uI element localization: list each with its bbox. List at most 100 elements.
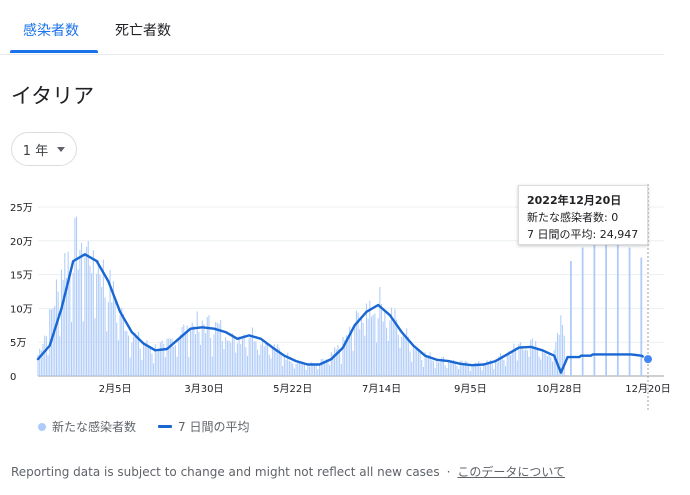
daily-cases-bar [334,347,336,376]
daily-cases-bar [392,322,394,376]
chart-tooltip: 2022年12月20日 新たな感染者数: 0 7 日間の平均: 24,947 [518,185,648,245]
time-range-dropdown[interactable]: 1 年 [11,132,77,166]
footer-note: Reporting data is subject to change and … [11,465,440,479]
daily-cases-bar [451,363,453,376]
daily-cases-bar [265,341,267,376]
daily-cases-bar [77,269,79,376]
daily-cases-bar [72,272,74,376]
daily-cases-bar [443,356,445,376]
daily-cases-bar [251,327,254,376]
daily-cases-bar [70,321,73,376]
daily-cases-bar [243,334,245,376]
x-tick-label: 3月30日 [184,383,223,395]
daily-cases-bar [349,326,351,376]
daily-cases-bar [119,315,121,376]
daily-cases-bar [106,331,108,376]
legend-line-icon [158,425,173,428]
daily-cases-bar [189,328,192,376]
daily-cases-bar [42,343,44,376]
daily-cases-bar [473,366,475,376]
y-tick-label: 5万 [10,338,26,349]
daily-cases-bar [545,353,547,376]
daily-cases-bar [176,356,178,376]
daily-cases-bar [89,265,91,376]
daily-cases-bar [474,362,476,376]
daily-cases-bar [478,361,480,376]
daily-cases-bar [173,346,175,376]
daily-cases-bar [352,350,354,376]
legend-item-bars: 新たな感染者数 [38,418,136,435]
daily-cases-bar [340,363,342,376]
daily-cases-bar [225,337,227,376]
daily-cases-bar [503,359,505,376]
daily-cases-bar [511,350,513,376]
daily-cases-bar [345,335,347,376]
daily-cases-bar [560,315,562,376]
daily-cases-bar [526,350,528,376]
daily-cases-bar [387,340,389,376]
daily-cases-bar [491,362,493,376]
daily-cases-bar [419,352,421,376]
tooltip-new-cases: 新たな感染者数: 0 [527,211,619,224]
daily-cases-bar [195,334,197,376]
daily-cases-bar [215,321,217,376]
daily-cases-bar [144,345,146,376]
daily-cases-bar [153,363,155,376]
daily-cases-bar [67,251,69,376]
daily-cases-bar [563,335,565,376]
daily-cases-bar [513,343,515,376]
daily-cases-bar [101,287,103,376]
daily-cases-bar [379,287,381,376]
daily-cases-bar [257,349,259,376]
daily-cases-bar [414,349,416,376]
daily-cases-bar [438,362,440,376]
daily-cases-bar [444,365,446,376]
daily-cases-bar [329,365,331,376]
about-data-link[interactable]: このデータについて [457,465,566,479]
weekly-cases-bar [640,257,643,376]
daily-cases-bar [322,358,324,376]
daily-cases-bar [489,359,491,376]
daily-cases-bar [399,347,401,376]
chart-hover [643,184,653,410]
daily-cases-bar [426,355,428,376]
daily-cases-bar [411,361,413,376]
daily-cases-bar [325,359,327,376]
daily-cases-bar [541,351,543,376]
hover-point [643,354,653,365]
daily-cases-bar [320,359,322,376]
daily-cases-bar [112,281,114,376]
daily-cases-bar [280,354,282,376]
daily-cases-bar [47,355,49,376]
footer-separator: · [446,465,451,479]
tab-deaths[interactable]: 死亡者数 [115,23,171,39]
daily-cases-bar [523,350,525,376]
time-range-label: 1 年 [22,143,49,159]
daily-cases-bar [275,350,277,376]
daily-cases-bar [233,335,235,376]
daily-cases-bar [434,368,436,376]
daily-cases-bar [518,343,520,376]
daily-cases-bar [37,354,39,376]
daily-cases-bar [226,340,228,376]
daily-cases-bar [292,363,294,376]
daily-cases-bar [171,338,173,376]
daily-cases-bar [335,349,337,376]
daily-cases-bar [211,356,213,376]
daily-cases-bar [60,269,62,376]
tab-cases[interactable]: 感染者数 [23,23,79,39]
daily-cases-bar [317,369,319,376]
daily-cases-bar [228,340,230,376]
daily-cases-bar [116,322,118,376]
daily-cases-bar [246,355,248,376]
daily-cases-bar [154,344,156,376]
daily-cases-bar [64,253,66,376]
daily-cases-bar [374,313,376,376]
daily-cases-bar [216,322,218,376]
daily-cases-bar [218,324,220,376]
cases-chart[interactable]: 0 5万 10万 15万 20万 25万 2月5日 3月30日 5月22日 7月14日 9月5日 1… [0,180,690,410]
legend-bars-label: 新たな感染者数 [52,420,137,434]
daily-cases-bar [381,304,383,376]
daily-cases-bar [69,271,71,376]
daily-cases-bar [505,365,507,376]
